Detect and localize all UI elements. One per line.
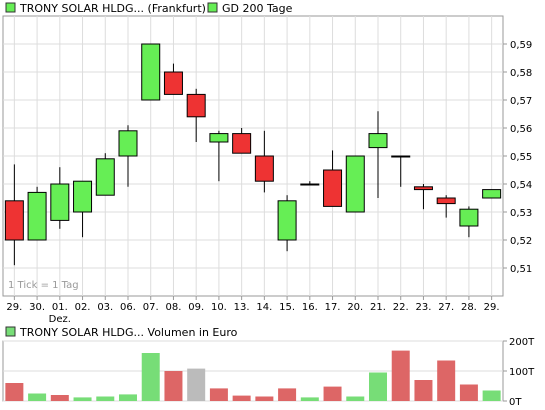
volume-bar	[164, 371, 183, 401]
price-xtick-label: 16.	[302, 302, 318, 313]
volume-ytick-label: 0T	[509, 397, 522, 408]
candle-body	[277, 200, 297, 241]
price-xtick-label: 15.	[279, 302, 295, 313]
price-ytick-label: 0,58	[510, 68, 532, 79]
volume-bar	[437, 360, 456, 401]
volume-bar	[141, 353, 160, 401]
price-xtick-label: 23.	[416, 302, 432, 313]
price-xtick-label: 29.	[6, 302, 22, 313]
volume-ytick-label: 100T	[509, 367, 535, 378]
volume-bar	[369, 372, 387, 401]
candle-body	[413, 186, 433, 191]
volume-ytick-label: 200T	[509, 337, 535, 348]
price-xtick-label: 08.	[166, 302, 182, 313]
volume-bar	[73, 397, 92, 401]
volume-bar	[346, 396, 365, 401]
volume-bar	[323, 386, 342, 401]
legend-label-price: TRONY SOLAR HLDG... (Frankfurt)	[19, 2, 206, 15]
legend-swatch-volume	[5, 326, 16, 337]
candle-body	[118, 130, 138, 157]
price-ytick-label: 0,59	[510, 40, 532, 51]
price-ytick-label: 0,53	[510, 208, 532, 219]
price-xtick-label: 28.	[461, 302, 477, 313]
legend-label-volume: TRONY SOLAR HLDG... Volumen in Euro	[19, 326, 238, 339]
price-xtick-label: 21.	[370, 302, 386, 313]
volume-bar	[187, 368, 206, 401]
price-xtick-label: 13.	[234, 302, 250, 313]
volume-bar	[459, 384, 478, 401]
price-ytick-label: 0,55	[510, 152, 532, 163]
candle-body	[27, 191, 47, 241]
price-xtick-label: 27.	[438, 302, 454, 313]
price-panel: 0,51 0,52 0,53 0,54 0,55 0,56 0,57 0,58 0,59 29. 3…	[2, 15, 532, 325]
volume-bar	[96, 396, 115, 401]
price-xtick-label: 06.	[120, 302, 136, 313]
candle-body	[254, 155, 274, 182]
price-ytick-label: 0,56	[510, 124, 532, 135]
candle-body	[482, 189, 502, 199]
volume-bar	[482, 390, 501, 401]
candle-body	[73, 180, 93, 213]
candle-body	[141, 43, 161, 101]
candle-body	[323, 169, 343, 207]
candle-body	[163, 71, 183, 95]
volume-panel: 200T 100T 0T	[2, 337, 535, 408]
volume-bar	[232, 395, 251, 401]
price-xtick-label: 03.	[97, 302, 113, 313]
volume-bar	[391, 350, 410, 401]
legend-swatch-price	[5, 2, 16, 13]
volume-bar	[28, 393, 47, 401]
price-ytick-label: 0,54	[510, 180, 532, 191]
price-xtick-label: 20.	[347, 302, 363, 313]
price-xtick-label: 17.	[325, 302, 341, 313]
price-xtick-label: 02.	[75, 302, 91, 313]
candle-body	[436, 197, 456, 205]
price-ytick-label: 0,57	[510, 96, 532, 107]
candle-body	[345, 155, 365, 213]
volume-bar	[5, 383, 24, 401]
candle-body	[186, 93, 206, 118]
price-xtick-label: 01.	[52, 302, 68, 313]
price-ytick-label: 0,52	[510, 236, 532, 247]
volume-bar	[414, 380, 433, 401]
volume-bar	[50, 395, 69, 401]
candle-body	[300, 183, 320, 186]
tick-note: 1 Tick = 1 Tag	[8, 280, 79, 291]
volume-bar	[300, 397, 319, 401]
price-xtick-label: 09.	[188, 302, 204, 313]
candle-body	[368, 133, 388, 149]
month-marker-label: Dez.	[49, 314, 71, 325]
volume-bar	[119, 394, 137, 401]
candle-body	[391, 155, 411, 158]
price-xtick-label: 29.	[484, 302, 500, 313]
candle-body	[50, 183, 70, 221]
volume-bar	[278, 388, 297, 401]
price-xtick-label: 22.	[393, 302, 409, 313]
price-xtick-label: 10.	[211, 302, 227, 313]
candle-body	[209, 133, 229, 143]
candle-body	[4, 200, 24, 241]
legend-label-ma: GD 200 Tage	[222, 2, 293, 15]
price-xtick-label: 14.	[256, 302, 272, 313]
candle-body	[232, 133, 252, 154]
price-xtick-label: 07.	[143, 302, 159, 313]
legend-swatch-ma	[207, 2, 218, 13]
price-xtick-label: 30.	[29, 302, 45, 313]
volume-bar	[209, 388, 228, 401]
candle-body	[95, 158, 115, 196]
candle-body	[459, 208, 479, 227]
price-ytick-label: 0,51	[510, 264, 532, 275]
volume-bar	[255, 396, 274, 401]
